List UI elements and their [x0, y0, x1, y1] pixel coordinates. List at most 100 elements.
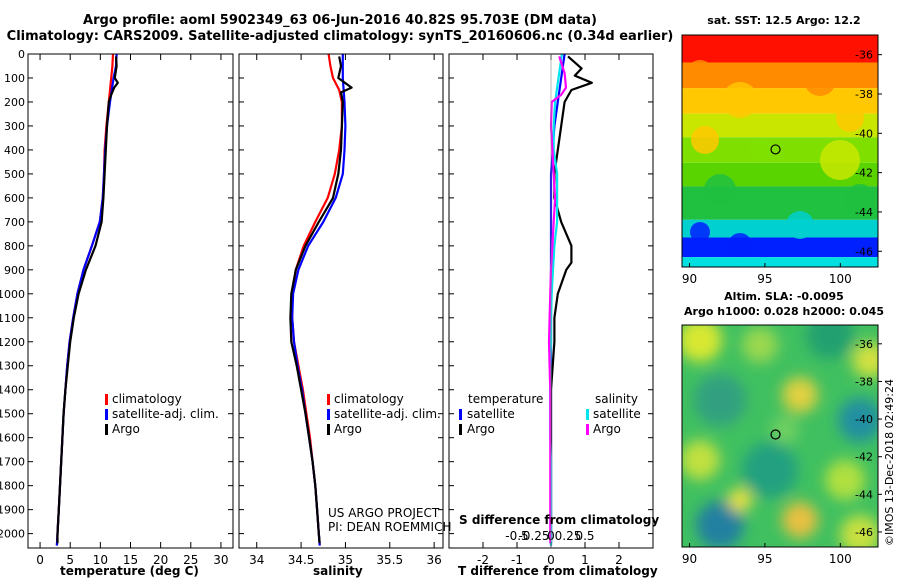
map-lat-label: -46 [855, 526, 873, 539]
depth-tick-label: 1500 [0, 408, 25, 421]
depth-tick-label: 900 [4, 264, 25, 277]
x-tick-label: 35 [338, 553, 353, 567]
depth-tick-label: 1300 [0, 360, 25, 373]
s-tick-label: 0.25 [555, 529, 582, 543]
sst-patch [804, 64, 836, 96]
legend-temperature-title: temperature [468, 392, 543, 406]
legend-s-argo: Argo [593, 422, 621, 436]
x-tick-label: 35.5 [376, 553, 403, 567]
series-s-argo-line [547, 56, 568, 544]
legend-satellite: satellite-adj. clim. [112, 407, 219, 421]
map-lon-label: 95 [757, 552, 772, 566]
depth-tick-label: 700 [4, 216, 25, 229]
sst-patch [820, 140, 860, 180]
sla-patch [696, 501, 744, 547]
temperature-axis-label: temperature (deg C) [60, 564, 199, 578]
sst-patch [690, 222, 710, 242]
depth-tick-label: 0 [18, 48, 25, 61]
map-lat-label: -46 [855, 245, 873, 258]
s-tick-label: -0.5 [505, 529, 528, 543]
series-climatology-line [55, 53, 115, 546]
argo-position-marker [770, 429, 781, 440]
sst-map-title: sat. SST: 12.5 Argo: 12.2 [707, 14, 861, 27]
series-t-argo-line [549, 55, 593, 544]
map-lat-label: -42 [855, 167, 873, 180]
sla-patch [782, 502, 818, 538]
sst-patch [844, 184, 876, 216]
x-tick-label: 0 [36, 553, 44, 567]
sst-patch [786, 211, 814, 239]
sla-patch [682, 325, 722, 362]
legend-swatch-climatology [327, 394, 330, 405]
sla-patch [782, 377, 818, 413]
sst-patch [836, 104, 864, 132]
sla-map-title: Altim. SLA: -0.0095 [724, 290, 844, 303]
map-lat-label: -38 [855, 375, 873, 388]
map-lat-label: -40 [855, 127, 873, 140]
plot-frame [238, 53, 444, 549]
sla-patch [728, 488, 752, 512]
x-tick-label: 25 [183, 553, 198, 567]
depth-tick-label: 2000 [0, 528, 25, 541]
t-difference-axis-label: T difference from climatology [458, 564, 658, 578]
depth-tick-label: 500 [4, 168, 25, 181]
legend-salinity-title: salinity [595, 392, 638, 406]
depth-tick-label: 600 [4, 192, 25, 205]
legend-swatch-satellite [105, 409, 108, 420]
depth-tick-label: 1000 [0, 288, 25, 301]
depth-tick-label: 400 [4, 144, 25, 157]
x-tick-label: 20 [153, 553, 168, 567]
legend-swatch-satellite [327, 409, 330, 420]
legend-climatology: climatology [334, 392, 404, 406]
depth-tick-label: 1700 [0, 456, 25, 469]
legend-swatch-t-satellite [459, 409, 462, 420]
sla-patch [852, 342, 878, 378]
map-lon-label: 90 [682, 552, 697, 566]
depth-tick-label: 1100 [0, 312, 25, 325]
s-tick-label: 0.5 [575, 529, 594, 543]
figure-subtitle: Climatology: CARS2009. Satellite-adjuste… [6, 29, 674, 44]
sla-patch [825, 460, 865, 500]
sst-band [682, 219, 878, 238]
credit-line-1: US ARGO PROJECT [328, 506, 440, 520]
depth-tick-label: 1400 [0, 384, 25, 397]
figure-title: Argo profile: aoml 5902349_63 06-Jun-201… [83, 13, 597, 28]
sst-patch [686, 60, 714, 88]
sla-patch [838, 398, 878, 442]
sst-band [682, 62, 878, 89]
series-argo-line [56, 56, 119, 544]
map-lon-label: 95 [757, 272, 772, 286]
sla-patch [742, 442, 798, 498]
depth-tick-label: 100 [4, 72, 25, 85]
depth-tick-label: 1600 [0, 432, 25, 445]
sst-patch [728, 233, 752, 257]
map-lon-label: 100 [829, 552, 852, 566]
legend-swatch-argo [327, 424, 330, 435]
legend-s-satellite: satellite [593, 407, 641, 421]
legend-argo: Argo [112, 422, 140, 436]
x-tick-label: -1 [511, 553, 523, 567]
plot-frame [27, 53, 234, 549]
legend-argo: Argo [334, 422, 362, 436]
map-lat-label: -40 [855, 413, 873, 426]
sla-patch [840, 515, 878, 547]
map-lat-label: -36 [855, 338, 873, 351]
credit-line-2: PI: DEAN ROEMMICH [328, 520, 451, 534]
legend-satellite: satellite-adj. clim. [334, 407, 441, 421]
sst-field [682, 35, 878, 267]
legend-swatch-t-argo [459, 424, 462, 435]
sla-anomalies [682, 325, 878, 547]
sla-patch [682, 440, 720, 480]
sst-patch [691, 126, 719, 154]
sst-band [682, 113, 878, 138]
x-tick-label: 2 [615, 553, 623, 567]
depth-tick-label: 300 [4, 120, 25, 133]
x-tick-label: 34.5 [288, 553, 315, 567]
series-satellite-adj-clim--line [291, 54, 347, 546]
map-lon-label: 100 [829, 272, 852, 286]
depth-tick-label: 200 [4, 96, 25, 109]
sst-patch [748, 138, 772, 162]
legend-t-satellite: satellite [467, 407, 515, 421]
map-lat-label: -42 [855, 451, 873, 464]
map-lat-label: -44 [855, 206, 873, 219]
